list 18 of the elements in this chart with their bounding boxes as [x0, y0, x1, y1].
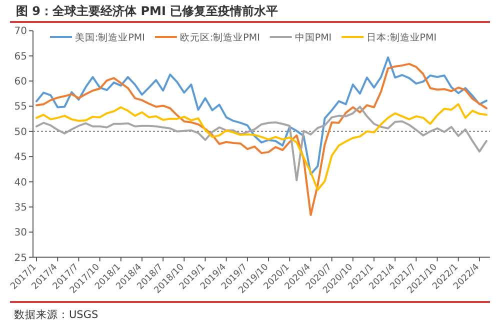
- line-series: [36, 62, 488, 216]
- legend-label: 中国PMI: [294, 32, 332, 44]
- y-tick-label: 50: [14, 126, 27, 138]
- line-series: [36, 56, 488, 176]
- source-note: 数据来源：USGS: [14, 308, 98, 321]
- y-tick-label: 35: [14, 202, 27, 214]
- y-tick-label: 30: [14, 228, 27, 239]
- legend-label: 欧元区:制造业PMI: [180, 32, 260, 44]
- y-tick-label: 25: [14, 252, 27, 264]
- y-tick-label: 55: [14, 102, 27, 113]
- y-tick-label: 65: [14, 51, 27, 62]
- y-tick-label: 45: [14, 152, 27, 164]
- legend-label: 日本:制造业PMI: [366, 32, 437, 44]
- y-tick-label: 40: [14, 177, 27, 188]
- legend-label: 美国:制造业PMI: [75, 32, 145, 44]
- y-tick-label: 70: [14, 26, 27, 38]
- chart-title: 图 9：全球主要经济体 PMI 已修复至疫情前水平: [16, 4, 278, 18]
- y-tick-label: 60: [14, 76, 27, 88]
